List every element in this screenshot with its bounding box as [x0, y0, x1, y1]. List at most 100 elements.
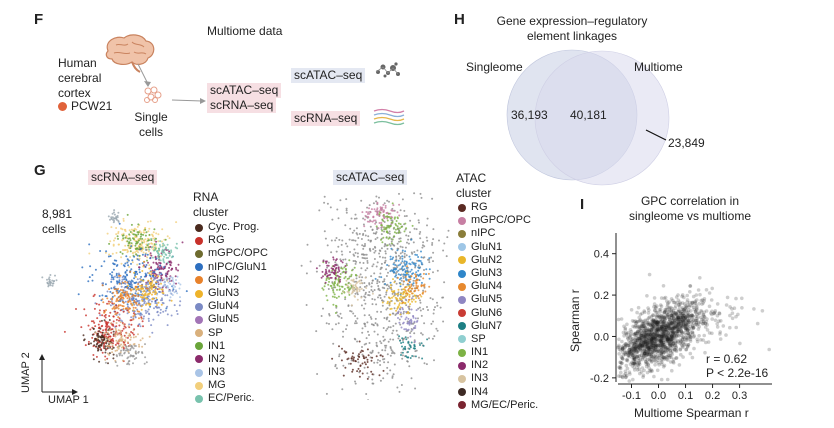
- scatter-point: [670, 329, 675, 333]
- scatter-point: [650, 333, 655, 337]
- scatter-point: [671, 300, 676, 305]
- rna-umap-point: [136, 225, 139, 228]
- atac-umap-point: [414, 262, 417, 265]
- rna-umap-point: [155, 268, 158, 271]
- rna-umap-point: [162, 242, 165, 245]
- atac-umap-point: [341, 261, 344, 264]
- scatter-point: [658, 320, 663, 324]
- scatter-point: [647, 345, 651, 350]
- rna-umap-point: [169, 276, 172, 279]
- rna-umap-point: [104, 348, 107, 351]
- rna-umap-point: [147, 246, 150, 249]
- atac-umap-point: [364, 214, 367, 217]
- scatter-points: [616, 272, 771, 383]
- scatter-point: [655, 329, 660, 334]
- scatter-point: [685, 293, 689, 298]
- scatter-point: [660, 339, 664, 343]
- scatter-point: [620, 356, 625, 361]
- atac-umap-point: [418, 267, 421, 269]
- atac-umap-point: [423, 322, 426, 325]
- scatter-point: [649, 338, 654, 343]
- scatter-point: [670, 316, 674, 320]
- scatter-point: [647, 308, 651, 312]
- rna-umap-point: [160, 286, 162, 289]
- atac-umap-point: [337, 322, 340, 325]
- scatter-point: [657, 334, 661, 338]
- rna-umap-point: [157, 282, 159, 285]
- rna-umap-point: [109, 311, 112, 314]
- scatter-point: [681, 315, 685, 320]
- scatter-point: [680, 344, 685, 348]
- scatter-point: [697, 334, 701, 338]
- scatter-point: [660, 334, 664, 339]
- atac-umap-point: [380, 207, 382, 210]
- scatter-point: [657, 313, 661, 318]
- rna-umap-point: [108, 319, 111, 321]
- scatter-point: [671, 309, 676, 313]
- atac-umap-point: [407, 280, 410, 282]
- rna-umap-point: [133, 299, 136, 302]
- scatter-point: [634, 342, 639, 347]
- rna-umap-point: [145, 361, 148, 364]
- umap-axes: [39, 354, 78, 395]
- rna-umap-point: [149, 220, 152, 223]
- atac-umap-point: [318, 209, 321, 212]
- scatter-point: [662, 346, 666, 351]
- scatter-point: [660, 357, 664, 361]
- scatter-point: [632, 352, 636, 357]
- rna-umap-point: [131, 303, 134, 306]
- scatter-point: [668, 349, 673, 353]
- atac-umap-point: [387, 212, 390, 215]
- atac-umap-point: [420, 275, 422, 278]
- atac-legend-item: GluN3: [458, 267, 538, 280]
- rna-umap-point: [115, 259, 118, 262]
- scatter-point: [668, 327, 672, 331]
- rna-umap-point: [168, 266, 171, 269]
- scatter-point: [651, 324, 656, 329]
- scatter-point: [670, 312, 675, 316]
- atac-umap-point: [387, 271, 389, 274]
- atac-umap-point: [366, 257, 368, 260]
- scatter-point: [618, 364, 623, 369]
- rna-umap-point: [138, 259, 140, 262]
- scatter-point: [684, 327, 689, 332]
- scatter-point: [665, 348, 670, 352]
- scatter-point: [668, 321, 672, 325]
- scatter-point: [675, 324, 680, 329]
- scatter-point: [668, 338, 672, 343]
- atac-umap-point: [355, 277, 358, 280]
- scatter-point: [690, 300, 694, 305]
- atac-legend-swatch: [458, 388, 466, 397]
- scatter-point: [674, 311, 678, 316]
- scatter-point: [678, 347, 683, 351]
- rna-umap-point: [136, 273, 139, 275]
- scatter-point: [677, 363, 682, 367]
- rna-umap-point: [84, 344, 87, 347]
- scatter-point: [624, 342, 628, 346]
- rna-umap-point: [139, 284, 142, 287]
- atac-umap-point: [417, 219, 420, 222]
- scatter-point: [671, 330, 675, 335]
- scatter-point: [627, 353, 631, 357]
- rna-umap-point: [145, 231, 148, 234]
- scatter-point: [647, 315, 652, 319]
- scatter-point: [645, 344, 650, 348]
- scatter-point: [681, 311, 685, 316]
- scatter-point: [662, 320, 666, 324]
- scatter-point: [617, 337, 621, 342]
- scatter-point: [653, 325, 658, 329]
- atac-umap-point: [405, 295, 408, 298]
- atac-umap-point: [352, 312, 355, 315]
- scatter-point: [679, 324, 684, 328]
- atac-umap-point: [364, 269, 367, 272]
- atac-umap-point: [383, 230, 385, 233]
- atac-umap-point: [407, 351, 409, 353]
- scatter-point: [707, 291, 712, 295]
- atac-legend-label: nIPC: [471, 227, 496, 240]
- scatter-point: [643, 325, 647, 329]
- rna-umap-point: [176, 292, 179, 295]
- rna-umap-point: [115, 322, 118, 324]
- atac-umap-point: [408, 322, 411, 325]
- scatter-point: [665, 339, 670, 343]
- atac-umap-point: [386, 244, 389, 247]
